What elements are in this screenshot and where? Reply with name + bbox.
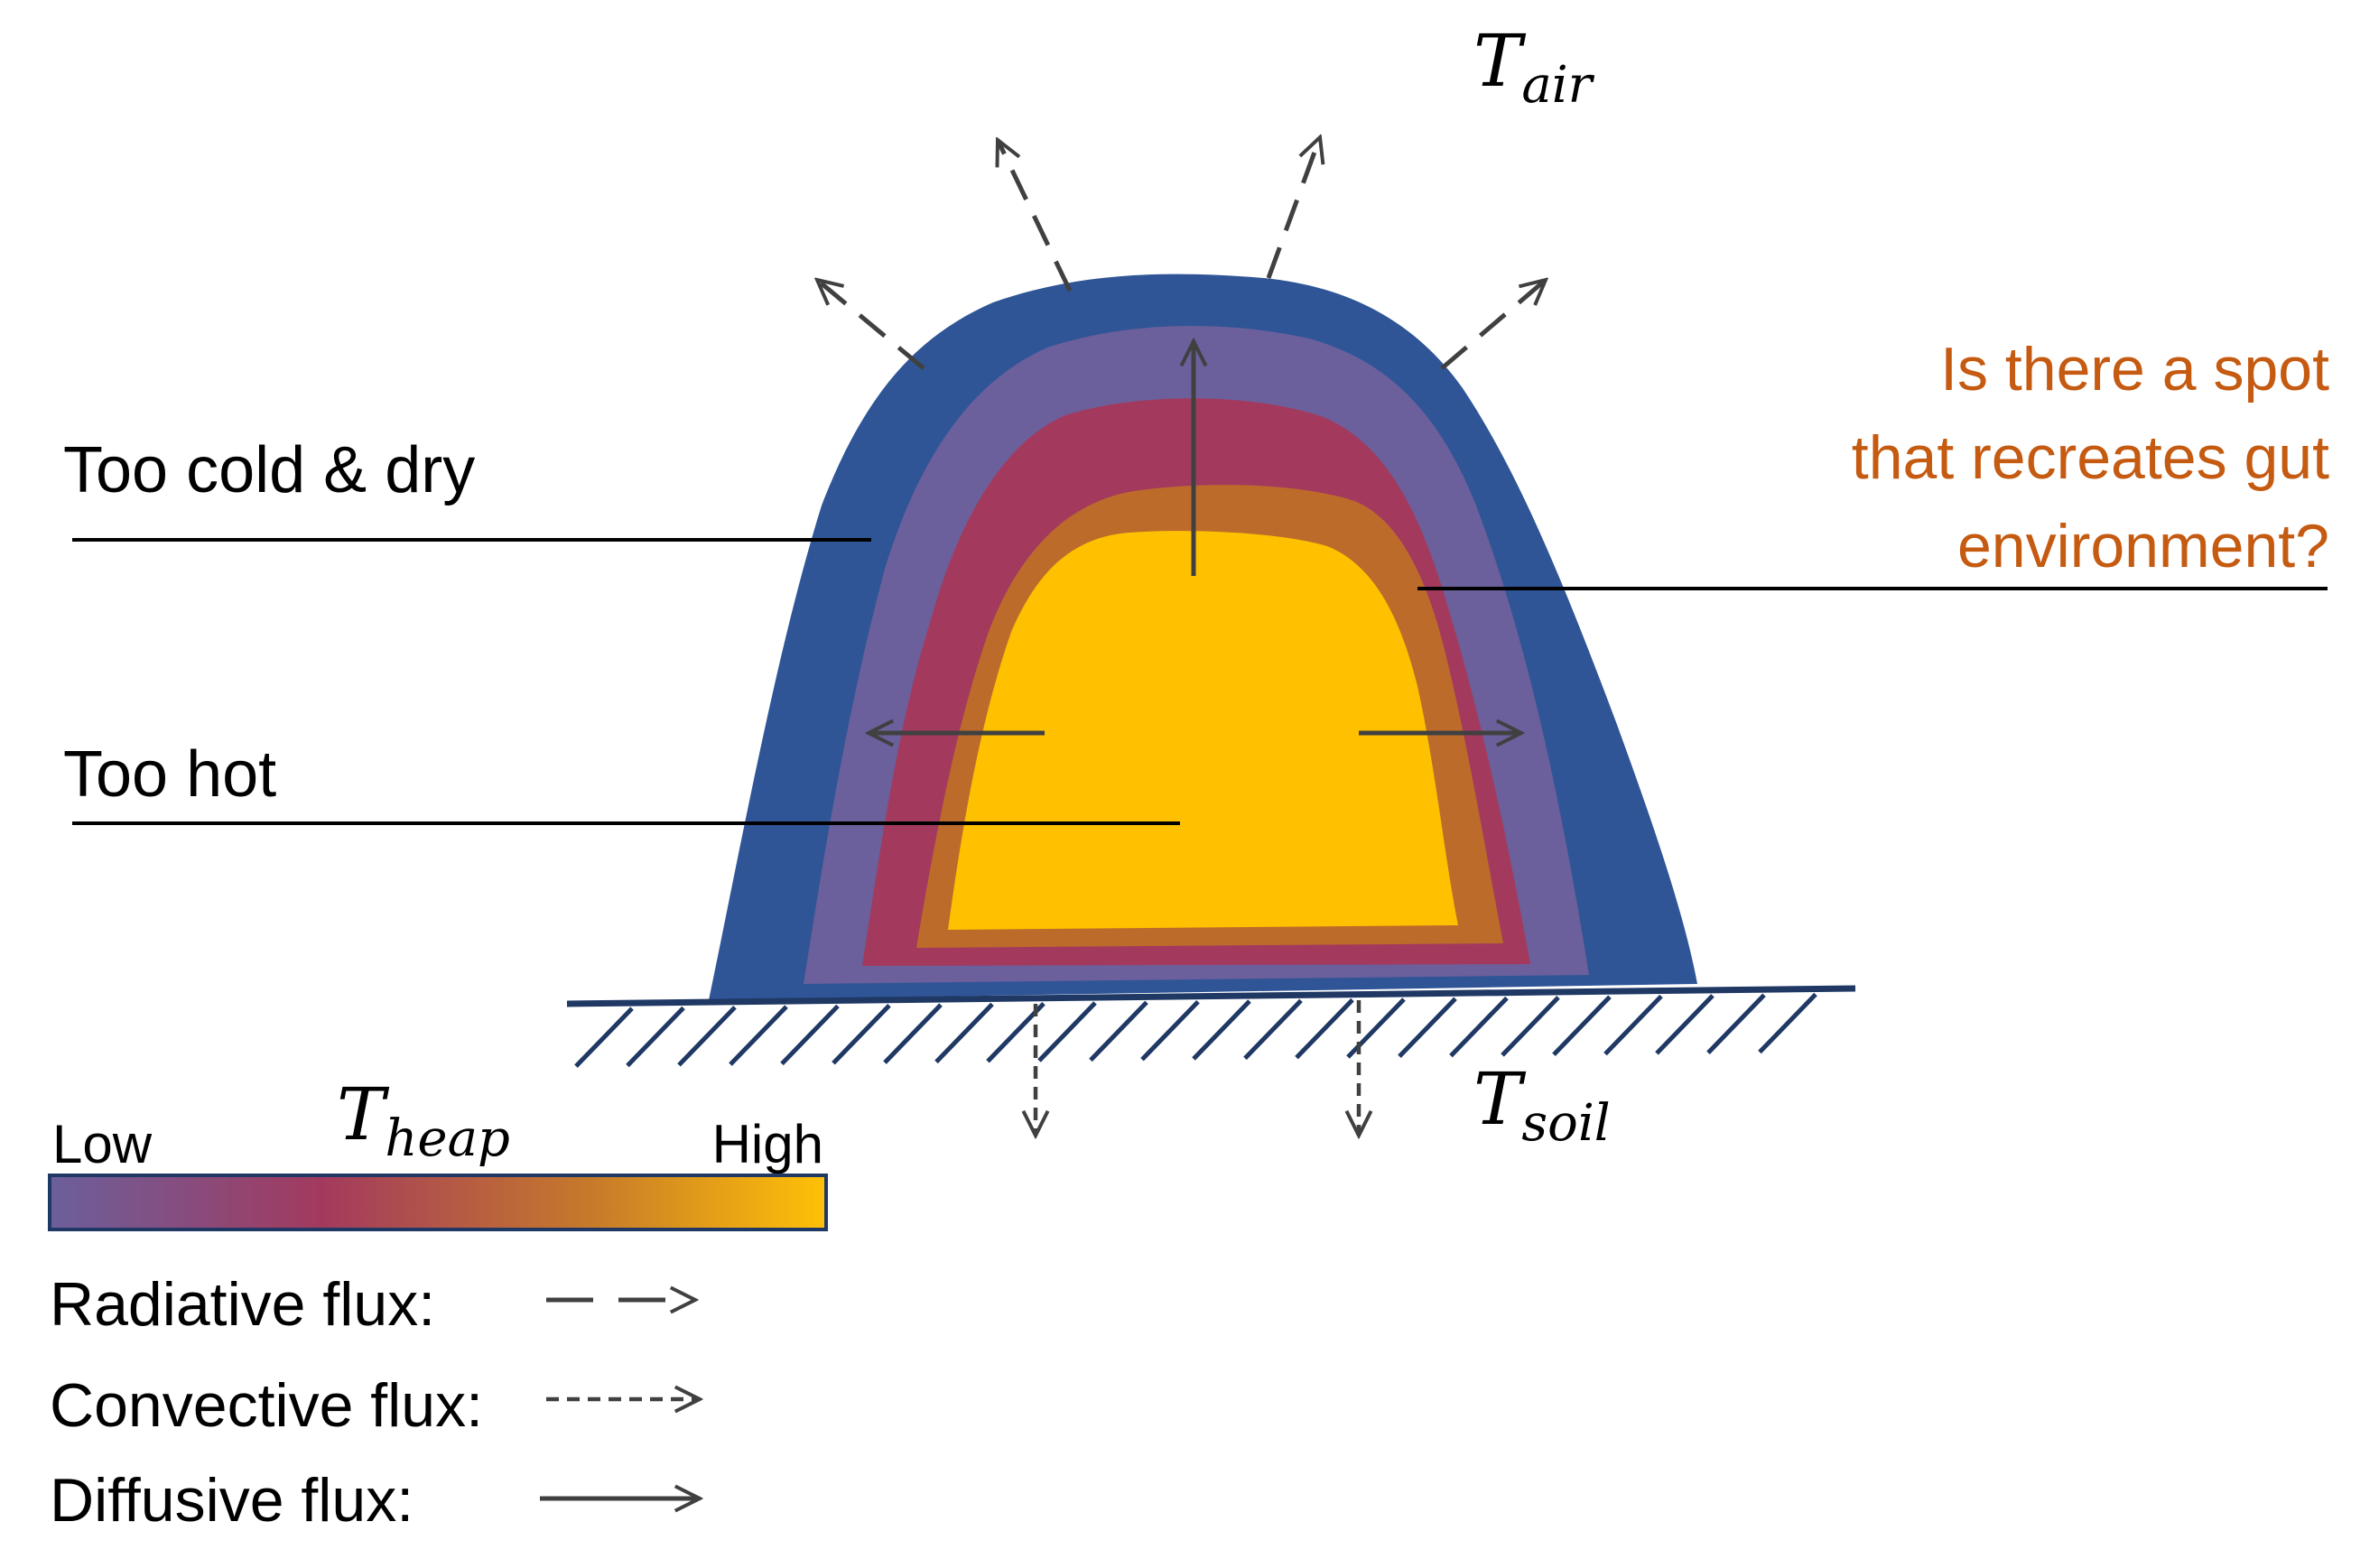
- radiative-arrows: [817, 137, 1546, 370]
- ground-hatch-stroke: [1449, 996, 1509, 1058]
- ground-hatch-stroke: [883, 1003, 943, 1064]
- heap-core: [948, 531, 1458, 930]
- ground-hatch-stroke: [1243, 998, 1303, 1061]
- legend-diffusive-label: Diffusive flux:: [50, 1466, 414, 1535]
- ground-hatch-stroke: [780, 1004, 840, 1066]
- ground-hatch-stroke: [1037, 1001, 1097, 1062]
- question-line-3: environment?: [1957, 512, 2329, 580]
- ground-hatch-stroke: [1655, 994, 1715, 1055]
- ground-hatch-stroke: [677, 1006, 737, 1067]
- convective-arrows: [1036, 1000, 1359, 1136]
- ground-hatch-stroke: [1140, 999, 1200, 1062]
- label-too-cold: Too cold & dry: [63, 434, 475, 506]
- ground-line: [566, 985, 1856, 1007]
- callout-lines: [72, 538, 2328, 825]
- radiative-arrow-2: [1266, 137, 1320, 279]
- question-line-1: Is there a spot: [1940, 335, 2329, 404]
- label-t-heap: Theap: [337, 1072, 510, 1168]
- colorbar-low-label: Low: [52, 1114, 153, 1174]
- colorbar-high-label: High: [712, 1114, 823, 1174]
- ground-hatching: [574, 992, 1817, 1068]
- radiative-arrow-1: [998, 140, 1073, 292]
- ground-hatch-stroke: [1758, 992, 1817, 1054]
- ground-hatch-stroke: [1398, 997, 1457, 1059]
- ground-hatch-stroke: [1192, 999, 1251, 1061]
- ground-hatch-stroke: [729, 1005, 788, 1066]
- t-air-main: T: [1473, 19, 1527, 103]
- ground-hatch-stroke: [1501, 996, 1560, 1057]
- t-soil-sub: soil: [1521, 1094, 1610, 1153]
- t-soil-main: T: [1473, 1057, 1527, 1141]
- ground-hatch-stroke: [1089, 1000, 1148, 1062]
- ground-hatch-stroke: [1295, 997, 1354, 1060]
- ground-hatch-stroke: [574, 1007, 634, 1068]
- question-line-2: that recreates gut: [1852, 423, 2329, 492]
- t-heap-main: T: [337, 1072, 390, 1156]
- radiative-arrow-4: [1440, 280, 1546, 370]
- t-air-sub: air: [1521, 56, 1594, 115]
- t-heap-sub: heap: [385, 1109, 509, 1168]
- ground-hatch-stroke: [1706, 993, 1766, 1054]
- ground-hatch-stroke: [1346, 997, 1406, 1059]
- label-too-hot: Too hot: [63, 738, 276, 811]
- ground-hatch-stroke: [1552, 995, 1612, 1056]
- ground-hatch-stroke: [832, 1004, 891, 1065]
- ground-hatch-stroke: [1603, 994, 1663, 1056]
- legend-convective-label: Convective flux:: [50, 1371, 483, 1440]
- legend-radiative-label: Radiative flux:: [50, 1270, 435, 1339]
- radiative-arrow-3: [817, 280, 925, 370]
- ground-hatch-stroke: [934, 1002, 994, 1064]
- colorbar: [48, 1174, 828, 1231]
- label-t-soil: Tsoil: [1473, 1057, 1611, 1153]
- ground-hatch-stroke: [626, 1006, 685, 1068]
- diffusive-arrows: [869, 341, 1521, 733]
- label-t-air: Tair: [1473, 19, 1595, 115]
